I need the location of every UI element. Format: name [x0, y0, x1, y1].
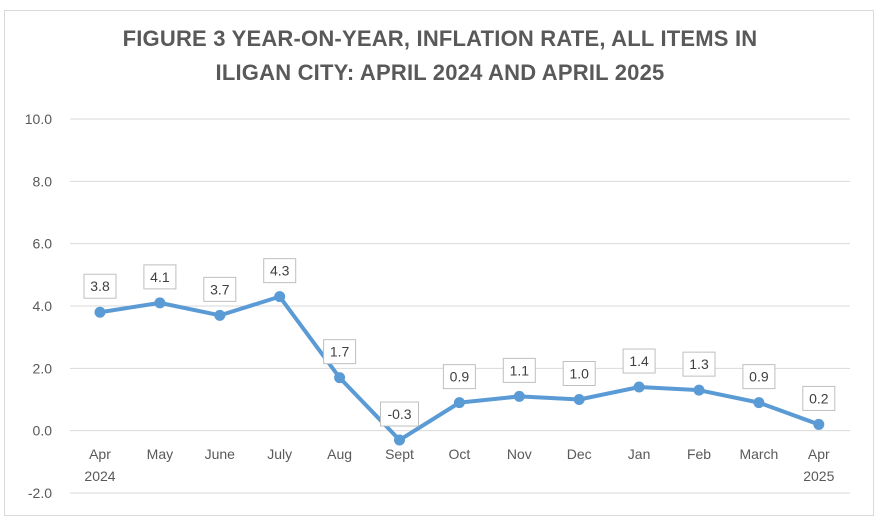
x-axis-ticks: Apr 2024 May June July Aug Sept Oct Nov Dec Jan Feb… [84, 446, 834, 484]
data-label-text: 3.7 [210, 281, 230, 297]
data-label-text: 1.0 [569, 366, 589, 382]
x-tick-label: July [267, 446, 292, 462]
data-point [154, 297, 166, 309]
y-tick-label: 6.0 [33, 236, 53, 252]
data-points [94, 291, 825, 446]
data-label: 1.4 [622, 348, 656, 374]
data-label-box [143, 264, 177, 290]
x-tick-label: Jan [628, 446, 651, 462]
data-label: 1.3 [682, 351, 716, 377]
y-axis-ticks: 10.0 8.0 6.0 4.0 2.0 0.0 -2.0 [25, 111, 52, 501]
y-tick-label: 8.0 [33, 173, 53, 189]
data-label-box [380, 401, 419, 427]
x-tick-label: Apr [89, 446, 111, 462]
data-label: 4.3 [263, 258, 297, 284]
data-label-text: 4.1 [150, 269, 170, 285]
data-label-text: 4.3 [270, 263, 290, 279]
data-point [453, 397, 465, 409]
data-label-box [83, 273, 117, 299]
data-point [334, 372, 346, 384]
data-label-text: 1.3 [689, 356, 709, 372]
data-label-box [203, 276, 237, 302]
chart-title: FIGURE 3 YEAR-ON-YEAR, INFLATION RATE, A… [0, 22, 880, 90]
data-label-box [502, 357, 536, 383]
data-label-box [802, 385, 836, 411]
data-label: 0.2 [802, 385, 836, 411]
x-tick-year-label: 2024 [84, 468, 115, 484]
x-tick-label: May [147, 446, 173, 462]
data-point [813, 418, 825, 430]
data-labels: 3.8 4.1 3.7 4.3 1.7 -0.3 0.9 1.1 1.0 1.4 1.3 0.9 0.2 [83, 258, 836, 427]
chart-title-line-1: FIGURE 3 YEAR-ON-YEAR, INFLATION RATE, A… [122, 26, 758, 51]
data-label: 0.9 [442, 364, 476, 390]
y-tick-label: -2.0 [28, 485, 52, 501]
y-tick-label: 0.0 [33, 423, 53, 439]
data-label-box [263, 258, 297, 284]
chart-title-line-2: ILIGAN CITY: APRIL 2024 AND APRIL 2025 [215, 60, 665, 85]
x-tick-label: Feb [687, 446, 711, 462]
data-label-text: 0.9 [450, 369, 470, 385]
data-point [753, 397, 765, 409]
x-tick-label: June [205, 446, 236, 462]
data-label-text: 3.8 [90, 278, 110, 294]
data-point [693, 384, 705, 396]
data-label-box [323, 339, 357, 365]
data-label-text: 1.4 [629, 353, 649, 369]
y-tick-label: 2.0 [33, 360, 53, 376]
data-label-box [562, 361, 596, 386]
x-tick-year-label: 2025 [803, 468, 834, 484]
x-tick-label: March [739, 446, 778, 462]
data-label: 3.7 [203, 276, 237, 302]
data-label: 1.7 [323, 339, 357, 365]
y-tick-label: 10.0 [25, 111, 52, 127]
data-point [394, 434, 405, 446]
data-label-box [442, 364, 476, 390]
x-tick-label: Nov [507, 446, 532, 462]
data-label-text: 0.9 [749, 369, 769, 385]
data-label: 1.0 [562, 361, 596, 386]
data-label: -0.3 [380, 401, 419, 427]
data-point [573, 394, 585, 405]
data-label-box [742, 364, 776, 390]
data-label-text: 1.1 [510, 362, 530, 378]
data-label-box [622, 348, 656, 374]
data-point [274, 291, 286, 303]
gridlines [70, 118, 850, 494]
data-label: 4.1 [143, 264, 177, 290]
x-tick-label: Dec [567, 446, 592, 462]
y-tick-label: 4.0 [33, 298, 53, 314]
x-tick-label: Aug [327, 446, 352, 462]
data-label-text: 1.7 [330, 344, 350, 360]
data-point [633, 381, 645, 393]
data-point [94, 306, 106, 318]
x-tick-label: Oct [449, 446, 471, 462]
data-label: 1.1 [502, 357, 536, 383]
x-tick-label: Apr [808, 446, 830, 462]
data-label-text: -0.3 [387, 406, 411, 422]
data-point [513, 390, 525, 402]
data-label: 0.9 [742, 364, 776, 390]
chart-frame [4, 10, 874, 516]
data-label: 3.8 [83, 273, 117, 299]
data-label-box [682, 351, 716, 377]
x-tick-label: Sept [385, 446, 414, 462]
data-label-text: 0.2 [809, 390, 829, 406]
data-point [214, 309, 226, 321]
